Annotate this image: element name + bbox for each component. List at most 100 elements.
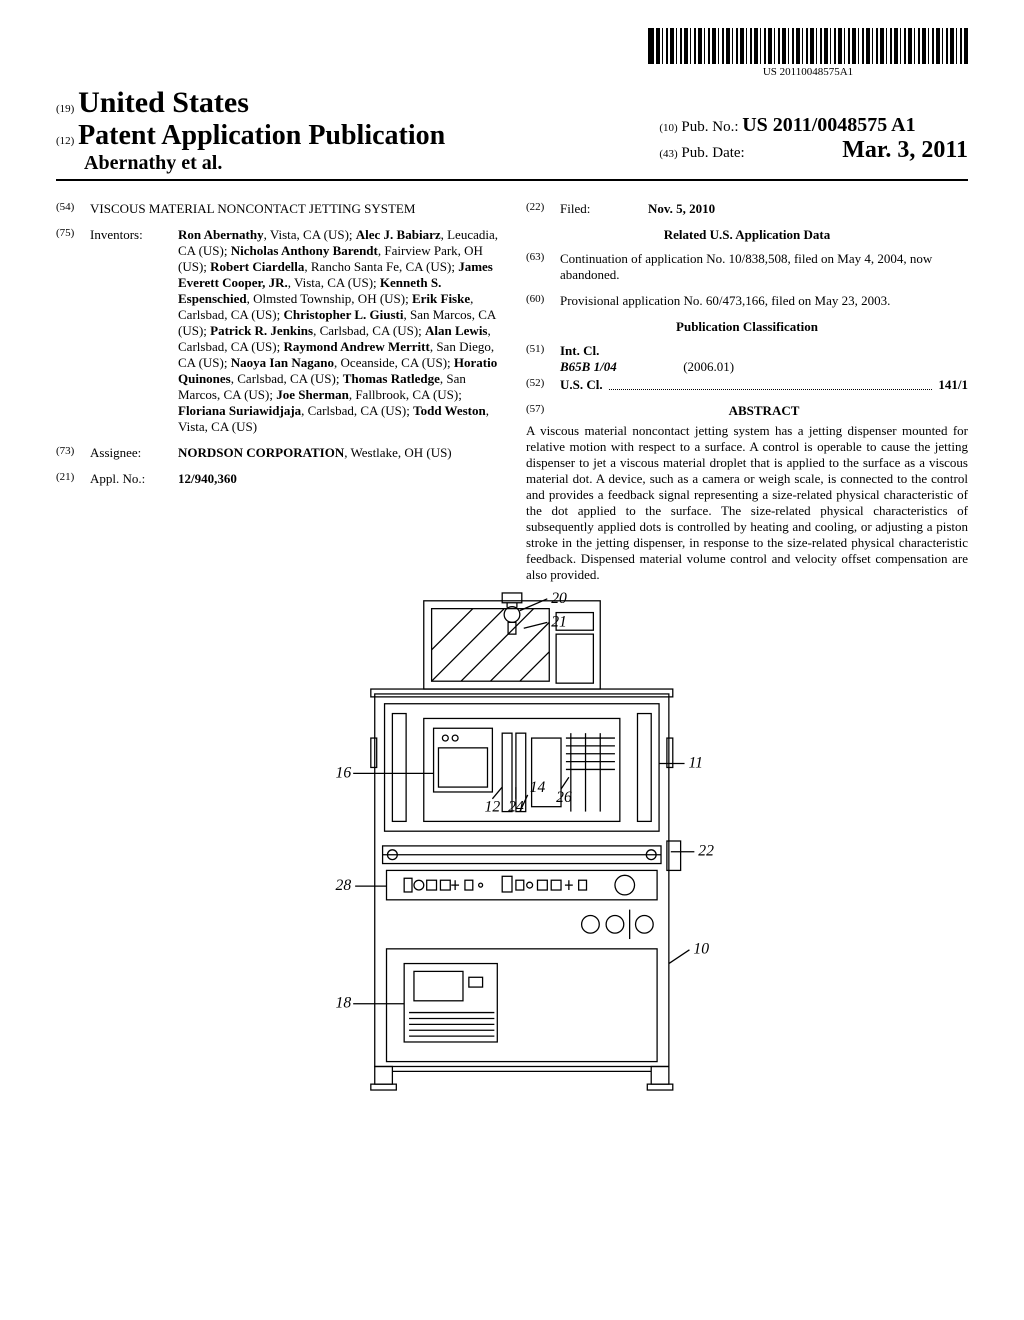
- fig-label-11: 11: [688, 754, 703, 771]
- code-21: (21): [56, 471, 90, 487]
- filed-label: Filed:: [560, 201, 648, 217]
- inventor-location: , Oceanside, CA (US);: [334, 355, 454, 370]
- code-57: (57): [526, 403, 560, 419]
- code-19: (19): [56, 103, 74, 115]
- abstract-text: A viscous material noncontact jetting sy…: [526, 423, 968, 583]
- fig-label-24: 24: [508, 799, 524, 816]
- dotted-leader: [609, 377, 933, 390]
- author-line: Abernathy et al.: [56, 152, 445, 175]
- inventor-location: , Carlsbad, CA (US);: [231, 371, 343, 386]
- inventor-name: Christopher L. Giusti: [283, 307, 403, 322]
- code-12: (12): [56, 135, 74, 147]
- inventor-location: , Rancho Santa Fe, CA (US);: [304, 259, 458, 274]
- fig-label-12: 12: [485, 799, 501, 816]
- inventor-name: Joe Sherman: [276, 387, 349, 402]
- classification-heading: Publication Classification: [526, 319, 968, 335]
- provisional-row: (60) Provisional application No. 60/473,…: [526, 293, 968, 309]
- header-barcode-area: US 20110048575A1: [56, 28, 968, 82]
- body-columns: (54) VISCOUS MATERIAL NONCONTACT JETTING…: [56, 201, 968, 583]
- inventor-name: Todd Weston: [413, 403, 486, 418]
- fig-label-28: 28: [336, 877, 352, 894]
- publication-type: Patent Application Publication: [78, 120, 445, 151]
- fig-label-16: 16: [336, 764, 352, 781]
- fig-label-22: 22: [698, 843, 714, 860]
- inventors-row: (75) Inventors: Ron Abernathy, Vista, CA…: [56, 227, 498, 435]
- filed-row: (22) Filed: Nov. 5, 2010: [526, 201, 968, 217]
- barcode-block: US 20110048575A1: [648, 28, 968, 78]
- assignee-row: (73) Assignee: NORDSON CORPORATION, West…: [56, 445, 498, 461]
- title-text: VISCOUS MATERIAL NONCONTACT JETTING SYST…: [90, 201, 415, 216]
- right-column: (22) Filed: Nov. 5, 2010 Related U.S. Ap…: [526, 201, 968, 583]
- inventor-name: Alec J. Babiarz: [356, 227, 441, 242]
- inventors-body: Ron Abernathy, Vista, CA (US); Alec J. B…: [178, 227, 498, 435]
- inventor-name: Raymond Andrew Merritt: [283, 339, 429, 354]
- patent-figure: 20 21 11 22 10 16 28 18 14 12 24 26: [272, 591, 752, 1091]
- inventor-name: Robert Ciardella: [210, 259, 304, 274]
- assignee-name: NORDSON CORPORATION: [178, 445, 344, 460]
- inventor-name: Alan Lewis: [425, 323, 487, 338]
- inventor-name: Thomas Ratledge: [343, 371, 440, 386]
- barcode-graphic: [648, 28, 968, 64]
- inventor-name: Ron Abernathy: [178, 227, 264, 242]
- figure-area: 20 21 11 22 10 16 28 18 14 12 24 26: [56, 591, 968, 1091]
- pub-date-label: Pub. Date:: [681, 145, 744, 161]
- appl-no: 12/940,360: [178, 471, 237, 486]
- fig-label-20: 20: [551, 591, 567, 607]
- code-60: (60): [526, 293, 560, 309]
- appl-row: (21) Appl. No.: 12/940,360: [56, 471, 498, 487]
- inventor-name: Nicholas Anthony Barendt: [231, 243, 378, 258]
- intcl-row: (51) Int. Cl. B65B 1/04 (2006.01): [526, 343, 968, 375]
- provisional-text: Provisional application No. 60/473,166, …: [560, 293, 968, 309]
- title-row: (54) VISCOUS MATERIAL NONCONTACT JETTING…: [56, 201, 498, 217]
- uscl-row: (52) U.S. Cl. 141/1: [526, 377, 968, 393]
- code-63: (63): [526, 251, 560, 283]
- fig-label-18: 18: [336, 995, 352, 1012]
- inventor-name: Patrick R. Jenkins: [210, 323, 313, 338]
- inventor-location: , Carlsbad, CA (US);: [313, 323, 425, 338]
- code-10: (10): [659, 122, 677, 134]
- fig-label-26: 26: [556, 789, 572, 806]
- inventor-location: , Carlsbad, CA (US);: [301, 403, 413, 418]
- pub-header-left: (19) United States (12) Patent Applicati…: [56, 86, 445, 175]
- fig-label-21: 21: [551, 613, 567, 630]
- pub-no-label: Pub. No.:: [681, 119, 738, 135]
- inventor-location: , Vista, CA (US);: [264, 227, 356, 242]
- pub-no: US 2011/0048575 A1: [742, 114, 915, 136]
- inventor-location: , Olmsted Township, OH (US);: [247, 291, 412, 306]
- publication-header: (19) United States (12) Patent Applicati…: [56, 86, 968, 181]
- code-51: (51): [526, 343, 560, 375]
- inventor-location: , Fallbrook, CA (US);: [349, 387, 462, 402]
- country-name: United States: [78, 86, 249, 119]
- code-54: (54): [56, 201, 90, 217]
- uscl-val: 141/1: [938, 377, 968, 393]
- assignee-loc: , Westlake, OH (US): [344, 445, 451, 460]
- code-73: (73): [56, 445, 90, 461]
- inventor-name: Floriana Suriawidjaja: [178, 403, 301, 418]
- code-75: (75): [56, 227, 90, 435]
- pub-header-right: (10) Pub. No.: US 2011/0048575 A1 (43) P…: [659, 86, 968, 175]
- fig-label-14: 14: [530, 779, 546, 796]
- continuation-text: Continuation of application No. 10/838,5…: [560, 251, 968, 283]
- code-52: (52): [526, 377, 560, 393]
- abstract-label: ABSTRACT: [729, 403, 800, 418]
- inventor-name: Naoya Ian Nagano: [231, 355, 334, 370]
- continuation-row: (63) Continuation of application No. 10/…: [526, 251, 968, 283]
- code-43: (43): [659, 148, 677, 160]
- barcode-text: US 20110048575A1: [648, 66, 968, 78]
- intcl-code: B65B 1/04: [560, 359, 617, 374]
- code-22: (22): [526, 201, 560, 217]
- abstract-head-row: (57) ABSTRACT: [526, 403, 968, 419]
- inventor-name: Erik Fiske: [412, 291, 470, 306]
- assignee-label: Assignee:: [90, 445, 178, 461]
- left-column: (54) VISCOUS MATERIAL NONCONTACT JETTING…: [56, 201, 498, 583]
- inventors-label: Inventors:: [90, 227, 178, 435]
- filed-date: Nov. 5, 2010: [648, 201, 715, 216]
- intcl-label: Int. Cl.: [560, 343, 599, 358]
- intcl-year: (2006.01): [683, 359, 734, 374]
- appl-label: Appl. No.:: [90, 471, 178, 487]
- fig-label-10: 10: [693, 941, 709, 958]
- related-heading: Related U.S. Application Data: [526, 227, 968, 243]
- pub-date: Mar. 3, 2011: [842, 137, 968, 163]
- inventor-location: , Vista, CA (US);: [288, 275, 380, 290]
- uscl-label: U.S. Cl.: [560, 377, 603, 393]
